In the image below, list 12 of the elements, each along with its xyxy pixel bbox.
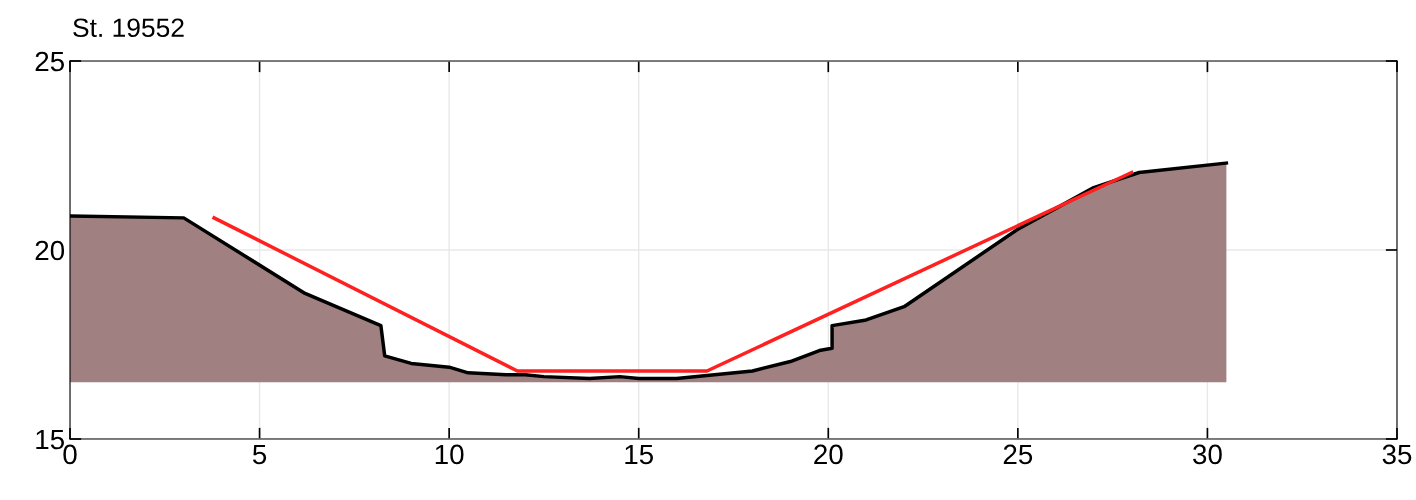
x-tick-label: 0 bbox=[63, 444, 77, 465]
y-tick-label: 25 bbox=[35, 51, 64, 72]
x-tick-label: 10 bbox=[435, 444, 464, 465]
y-tick-label: 20 bbox=[35, 240, 65, 261]
chart-title: St. 19552 bbox=[73, 18, 184, 38]
x-tick-label: 15 bbox=[625, 444, 653, 465]
y-tick-label: 15 bbox=[36, 429, 64, 450]
x-tick-label: 30 bbox=[1193, 444, 1222, 465]
x-tick-label: 25 bbox=[1003, 444, 1033, 465]
x-tick-label: 35 bbox=[1382, 444, 1412, 465]
x-tick-label: 20 bbox=[814, 444, 843, 465]
x-tick-label: 5 bbox=[252, 444, 267, 465]
